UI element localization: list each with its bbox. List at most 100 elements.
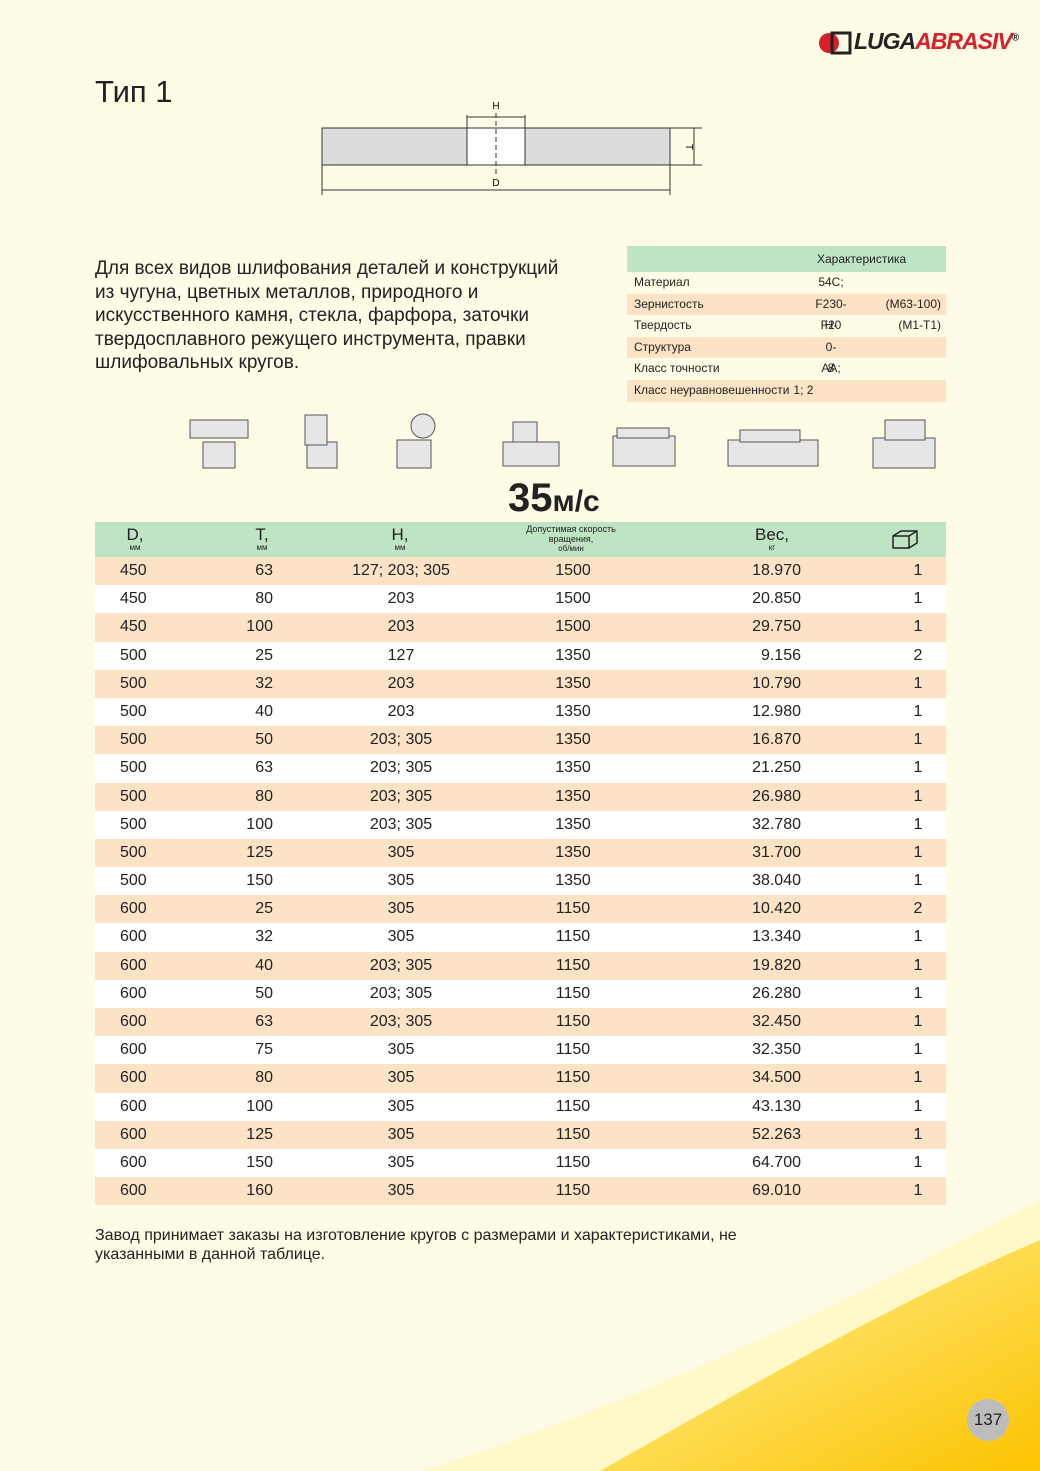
- table-cell: 125: [246, 843, 273, 861]
- table-cell: 305: [387, 1041, 415, 1059]
- description: Для всех видов шлифования деталей и конс…: [95, 258, 559, 373]
- table-cell: 1: [913, 1013, 923, 1030]
- table-cell: 9.156: [760, 646, 801, 664]
- header-cell: Допустимая скорость вращения, об/мин: [516, 522, 626, 553]
- table-cell: 160: [246, 1182, 273, 1200]
- table-row: 600 125 305 1150 52.263 1: [95, 1120, 946, 1149]
- table-row: 500 125 305 1350 31.700 1: [95, 838, 946, 868]
- table-cell: 600: [120, 928, 147, 946]
- table-cell: 500: [120, 787, 147, 805]
- table-cell: 50: [255, 731, 273, 749]
- table-cell: 1150: [555, 956, 591, 974]
- table-cell: 305: [387, 1153, 415, 1171]
- characteristics-header: Характеристика: [627, 246, 946, 272]
- characteristics-row: Структура 0-8: [627, 336, 946, 375]
- table-cell: 100: [246, 618, 273, 636]
- characteristics-row: Класс неуравновешенности 1; 2: [627, 379, 946, 402]
- table-cell: 1: [913, 562, 923, 579]
- title: Тип 1: [95, 74, 173, 109]
- table-cell: 1: [913, 843, 923, 861]
- table-cell: 1: [913, 759, 923, 777]
- table-row: 600 32 305 1150 13.340 1: [95, 923, 946, 952]
- table-cell: 80: [255, 1069, 273, 1087]
- header-unit: мм: [394, 543, 406, 552]
- table-cell: 75: [255, 1041, 273, 1059]
- header-label: Допустимая скорость вращения,: [526, 524, 616, 544]
- table-cell: 600: [120, 1125, 147, 1143]
- table-row: 600 40 203; 305 1150 19.820 1: [95, 951, 946, 980]
- table-cell: 600: [120, 900, 147, 918]
- table-cell: 500: [120, 815, 147, 833]
- table-cell: 1: [913, 1041, 923, 1059]
- table-cell: 305: [387, 872, 415, 890]
- table-cell: 203; 305: [369, 815, 433, 833]
- table-row: 500 32 203 1350 10.790 1: [95, 669, 946, 698]
- table-cell: 1150: [555, 1069, 591, 1087]
- table-cell: 1150: [555, 1153, 591, 1171]
- table-cell: 43.130: [752, 1097, 801, 1115]
- table-cell: 100: [246, 815, 273, 833]
- table-cell: 1: [913, 1182, 923, 1200]
- table-row: 600 75 305 1150 32.350 1: [95, 1036, 946, 1065]
- table-cell: 18.970: [752, 562, 801, 579]
- table-cell: 1150: [555, 1041, 591, 1059]
- header-unit: мм: [256, 543, 268, 552]
- table-cell: 1500: [555, 618, 591, 636]
- header-unit: мм: [129, 543, 141, 552]
- table-cell: 203: [387, 702, 415, 720]
- table-cell: 32.780: [752, 815, 801, 833]
- characteristic-label: Структура: [634, 339, 691, 354]
- table-cell: 1500: [555, 562, 591, 579]
- header-cell: D, мм: [105, 522, 165, 552]
- table-cell: 1: [913, 1069, 923, 1087]
- table-row: 500 25 127 1350 9.156 2: [95, 641, 946, 670]
- characteristic-label: Класс неуравновешенности: [634, 382, 790, 397]
- characteristics-row: Зернистость F230-F20 (M63-100): [627, 293, 946, 332]
- table-cell: 26.980: [752, 787, 801, 805]
- speed: 35м/с: [508, 476, 600, 521]
- table-cell: 1: [913, 674, 923, 692]
- table-cell: 127; 203; 305: [352, 562, 450, 579]
- table-cell: 29.750: [752, 618, 801, 636]
- table-cell: 1350: [555, 815, 591, 833]
- table-row: 500 40 203 1350 12.980 1: [95, 697, 946, 727]
- table-cell: 600: [120, 1097, 147, 1115]
- table-cell: 1: [913, 787, 923, 805]
- table-cell: 1350: [555, 702, 591, 720]
- table-row: 500 100 203; 305 1350 32.780 1: [95, 810, 946, 839]
- characteristic-label: Материал: [634, 275, 690, 289]
- table-row: 500 63 203; 305 1350 21.250 1: [95, 754, 946, 783]
- table-cell: 32: [255, 674, 273, 692]
- table-cell: 305: [387, 1125, 415, 1143]
- table-cell: 1: [913, 815, 923, 833]
- table-row: 450 100 203 1500 29.750 1: [95, 613, 946, 642]
- table-cell: 80: [255, 590, 273, 608]
- table-cell: 1350: [555, 787, 591, 805]
- characteristic-extra: (M1-T1): [898, 318, 941, 333]
- table-cell: 305: [387, 1182, 415, 1200]
- table-cell: 1: [913, 731, 923, 749]
- table-cell: 20.850: [752, 590, 801, 608]
- label-h: H: [492, 101, 499, 112]
- table-cell: 150: [246, 1153, 273, 1171]
- logo-right: ABRASIV: [915, 28, 1013, 54]
- table-cell: 305: [387, 843, 415, 861]
- table-cell: 500: [120, 759, 147, 777]
- table-row: 600 100 305 1150 43.130 1: [95, 1092, 946, 1121]
- table-cell: 600: [120, 1041, 147, 1059]
- table-cell: 305: [387, 1069, 415, 1087]
- table-cell: 1150: [555, 1097, 591, 1115]
- table-cell: 50: [255, 984, 273, 1002]
- table-cell: 203; 305: [369, 984, 433, 1002]
- page-number: 137: [967, 1399, 1009, 1441]
- header-label: T,: [255, 525, 269, 544]
- header-label: Вес,: [754, 525, 790, 544]
- table-cell: 203: [387, 618, 415, 636]
- table-cell: 125: [246, 1125, 273, 1143]
- table-row: 450 80 203 1500 20.850 1: [95, 585, 946, 614]
- table-cell: 1: [913, 1153, 923, 1171]
- table-cell: 69.010: [752, 1182, 801, 1200]
- logo-mark: ®: [1011, 32, 1019, 44]
- characteristic-extra: (M63-100): [885, 296, 941, 311]
